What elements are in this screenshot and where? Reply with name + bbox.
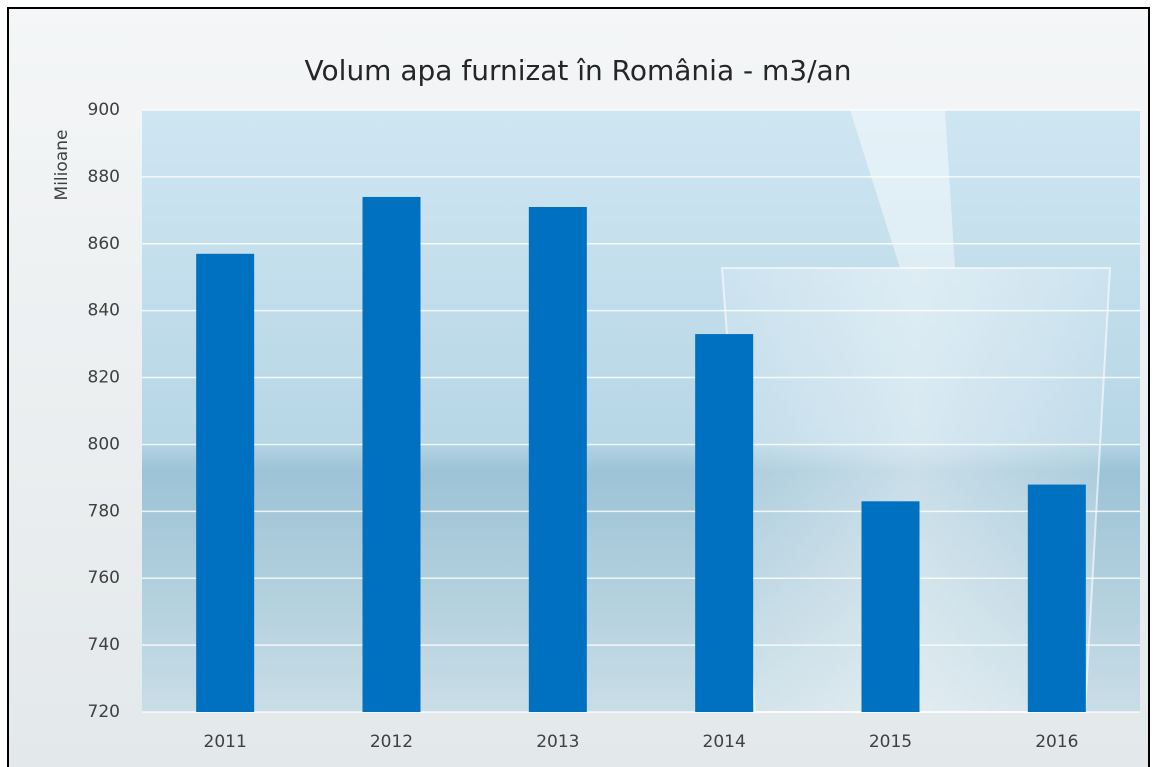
bar: [1028, 485, 1086, 712]
bar: [695, 334, 753, 712]
y-tick-label: 720: [88, 702, 120, 722]
y-tick-label: 760: [88, 568, 120, 588]
bar: [196, 254, 254, 712]
y-tick-label: 880: [88, 167, 120, 187]
page: {"chart_data": {"type": "bar", "title": …: [0, 0, 1157, 767]
y-tick-label: 860: [88, 234, 120, 254]
x-tick-label: 2014: [703, 732, 746, 752]
chart-title: Volum apa furnizat în România - m3/an: [305, 54, 852, 87]
bar: [862, 501, 920, 712]
y-tick-label: 800: [88, 434, 120, 454]
bar: [363, 197, 421, 712]
y-tick-label: 820: [88, 368, 120, 388]
y-tick-label: 900: [88, 100, 120, 120]
x-tick-label: 2012: [370, 732, 413, 752]
x-tick-label: 2016: [1035, 732, 1078, 752]
x-tick-label: 2011: [204, 732, 247, 752]
y-tick-label: 740: [88, 635, 120, 655]
y-tick-label: 780: [88, 501, 120, 521]
x-tick-label: 2015: [869, 732, 912, 752]
bar: [529, 207, 587, 712]
chart: Volum apa furnizat în România - m3/an Mi…: [0, 0, 1157, 767]
x-tick-label: 2013: [536, 732, 579, 752]
y-axis-title: Milioane: [52, 130, 72, 201]
y-tick-label: 840: [88, 301, 120, 321]
